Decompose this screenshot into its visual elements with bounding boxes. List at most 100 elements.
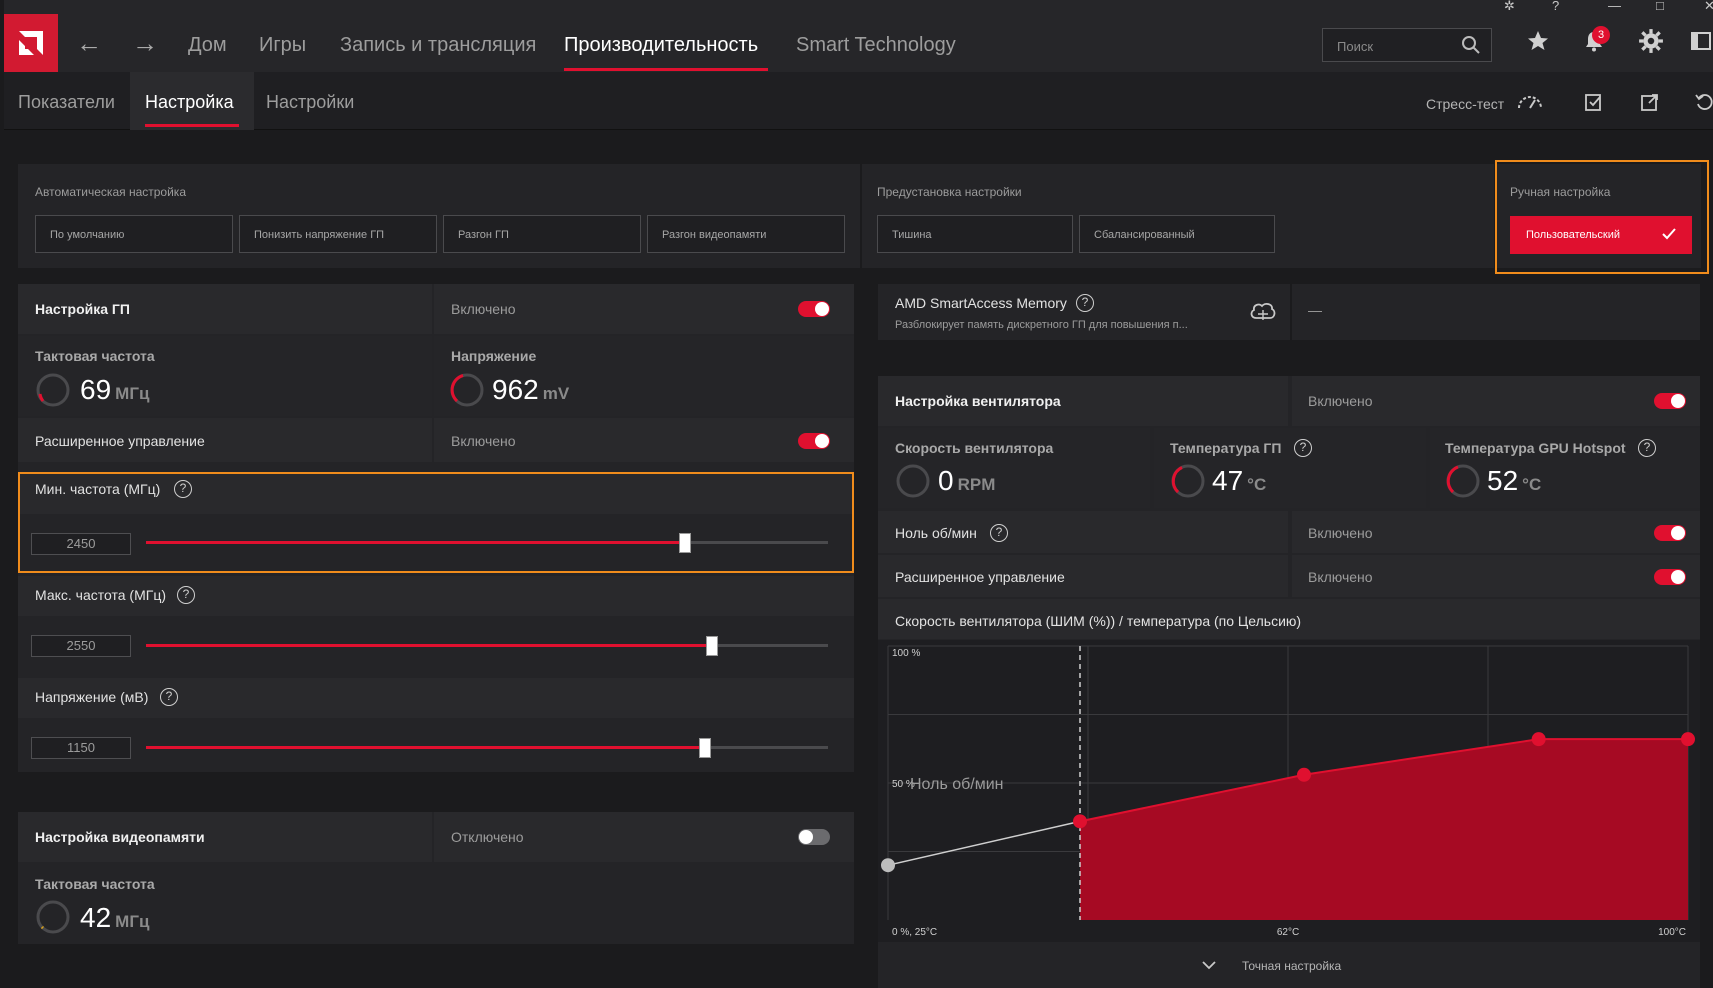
overclock-vram-button[interactable]: Разгон видеопамяти [647, 215, 845, 253]
back-arrow-icon[interactable]: ← [76, 28, 102, 58]
favorites-star-icon[interactable] [1526, 28, 1550, 54]
stress-test-gauge-icon[interactable] [1516, 92, 1544, 110]
minimize-icon[interactable]: — [1608, 0, 1621, 13]
settings-gear-icon[interactable] [1638, 28, 1664, 54]
fan-tuning-toggle[interactable] [1654, 393, 1686, 409]
main-navigation: ← → Дом Игры Запись и трансляция Произво… [4, 14, 1713, 72]
vram-clock-unit: МГц [115, 912, 150, 931]
search-icon[interactable] [1461, 35, 1481, 55]
close-icon[interactable]: ✕ [1704, 0, 1713, 13]
preset-balanced-button[interactable]: Сбалансированный [1079, 215, 1275, 253]
fan-speed-gauge-icon [896, 464, 930, 498]
amd-logo[interactable] [4, 14, 58, 72]
voltage-input[interactable]: 1150 [31, 737, 131, 759]
nav-record-stream[interactable]: Запись и трансляция [340, 34, 537, 56]
max-freq-slider-fill [146, 644, 713, 647]
gpu-voltage-gauge-icon [450, 373, 484, 407]
sidebar-toggle-icon[interactable] [1690, 28, 1712, 54]
vram-tuning-state: Отключено [451, 829, 524, 845]
help-icon[interactable]: ? [1552, 0, 1560, 13]
fan-header [878, 376, 1288, 426]
gpu-advanced-toggle[interactable] [798, 433, 830, 449]
min-freq-slider-fill [146, 541, 685, 544]
min-freq-help-icon[interactable]: ? [174, 480, 192, 498]
nav-performance[interactable]: Производительность [564, 34, 759, 56]
stress-test-label[interactable]: Стресс-тест [1426, 96, 1505, 112]
tab-tuning[interactable]: Настройка [145, 92, 234, 112]
fan-curve-point[interactable] [1297, 767, 1311, 782]
search-box[interactable]: Поиск [1322, 28, 1492, 62]
fan-curve-point[interactable] [881, 858, 895, 873]
fan-advanced-cell [878, 555, 1288, 597]
min-freq-slider-track[interactable] [146, 541, 828, 544]
max-freq-slider-track[interactable] [146, 644, 828, 647]
zero-rpm-help-icon[interactable]: ? [990, 524, 1008, 542]
min-freq-highlight [18, 472, 854, 573]
voltage-help-icon[interactable]: ? [160, 688, 178, 706]
nav-games[interactable]: Игры [259, 34, 307, 56]
fan-advanced-state-cell [1292, 555, 1700, 597]
export-profile-icon[interactable] [1640, 92, 1660, 112]
vram-tuning-title: Настройка видеопамяти [35, 829, 205, 845]
voltage-slider-fill [146, 746, 706, 749]
forward-arrow-icon[interactable]: → [132, 28, 158, 58]
gpu-tuning-title: Настройка ГП [35, 301, 130, 317]
maximize-icon[interactable]: □ [1656, 0, 1664, 13]
gpu-clock-cell [18, 336, 432, 416]
gpu-voltage-unit: mV [542, 384, 570, 403]
zero-rpm-toggle[interactable] [1654, 525, 1686, 541]
checkmark-icon [1662, 228, 1676, 240]
tab-active-underline [145, 124, 239, 127]
zero-rpm-state-cell [1292, 511, 1700, 553]
voltage-slider-track[interactable] [146, 746, 828, 749]
undervolt-gpu-button[interactable]: Понизить напряжение ГП [239, 215, 437, 253]
max-freq-input[interactable]: 2550 [31, 635, 131, 657]
gpu-tuning-toggle[interactable] [798, 301, 830, 317]
tab-settings[interactable]: Настройки [266, 92, 355, 112]
import-profile-icon[interactable] [1584, 92, 1604, 112]
bug-report-icon[interactable]: ✲ [1504, 0, 1515, 13]
fan-state-cell [1292, 376, 1700, 426]
gpu-voltage-cell [434, 336, 854, 416]
fan-speed-value: 0 [938, 465, 954, 496]
gpu-advanced-cell [18, 418, 432, 462]
nav-home[interactable]: Дом [188, 34, 227, 56]
nav-smart-technology[interactable]: Smart Technology [796, 34, 956, 56]
fan-curve-inactive-segment [887, 820, 1081, 866]
vram-tuning-toggle[interactable] [798, 829, 830, 845]
fan-tuning-title: Настройка вентилятора [895, 393, 1061, 409]
tab-metrics[interactable]: Показатели [18, 92, 115, 112]
fine-tune-toggle[interactable]: Точная настройка [1242, 959, 1342, 973]
gpu-clock-label: Тактовая частота [35, 348, 155, 364]
max-freq-label: Макс. частота (МГц) [35, 587, 166, 603]
gpu-voltage-readout: 962 mV [492, 374, 569, 406]
max-freq-slider-thumb[interactable] [706, 636, 719, 656]
custom-preset-button[interactable]: Пользовательский [1510, 216, 1692, 254]
min-freq-input[interactable]: 2450 [31, 533, 131, 555]
fan-curve-chart[interactable]: 100 % 50 % 0 %, 25°C 62°C 100°C Ноль об/мин [878, 640, 1700, 942]
sam-help-icon[interactable]: ? [1076, 294, 1094, 312]
fan-advanced-toggle[interactable] [1654, 569, 1686, 585]
min-freq-slider-thumb[interactable] [678, 533, 691, 553]
chart-x-label-mid: 62°C [1277, 927, 1299, 938]
hotspot-help-icon[interactable]: ? [1638, 439, 1656, 457]
chevron-down-icon[interactable] [1202, 960, 1216, 970]
overclock-gpu-button[interactable]: Разгон ГП [443, 215, 641, 253]
amd-logo-icon [19, 31, 43, 55]
gpu-clock-readout: 69 МГц [80, 374, 149, 406]
gpu-temp-help-icon[interactable]: ? [1294, 439, 1312, 457]
preset-default-button[interactable]: По умолчанию [35, 215, 233, 253]
search-input[interactable]: Поиск [1337, 39, 1374, 54]
gpu-temp-cell [1154, 428, 1426, 508]
fan-curve-point[interactable] [1073, 814, 1087, 829]
nav-active-underline [564, 68, 768, 71]
gpu-temp-gauge-icon [1171, 464, 1205, 498]
auto-tuning-label: Автоматическая настройка [35, 185, 186, 199]
zero-rpm-state: Включено [1308, 525, 1373, 541]
fan-curve-point[interactable] [1681, 732, 1695, 747]
max-freq-help-icon[interactable]: ? [177, 586, 195, 604]
fan-curve-point[interactable] [1531, 732, 1546, 747]
voltage-slider-thumb[interactable] [699, 738, 712, 758]
preset-quiet-button[interactable]: Тишина [877, 215, 1073, 253]
reset-icon[interactable] [1694, 92, 1713, 112]
